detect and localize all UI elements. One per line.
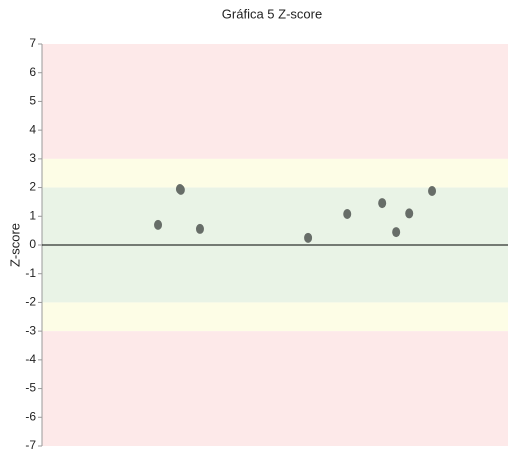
y-tick-label: 3 bbox=[29, 151, 36, 165]
y-tick-label: 5 bbox=[29, 94, 36, 108]
y-tick-label: 4 bbox=[29, 122, 36, 136]
y-tick-label: 7 bbox=[29, 36, 36, 50]
y-tick-label: -3 bbox=[25, 323, 36, 337]
chart-title: Gráfica 5 Z-score bbox=[222, 6, 322, 21]
point bbox=[176, 184, 185, 195]
band bbox=[42, 331, 508, 446]
y-tick-label: -4 bbox=[25, 352, 36, 366]
y-tick-label: -5 bbox=[25, 381, 36, 395]
y-tick-label: 1 bbox=[29, 208, 36, 222]
point bbox=[405, 208, 414, 219]
y-tick-label: -2 bbox=[25, 295, 36, 309]
y-tick-label: -7 bbox=[25, 438, 36, 449]
point bbox=[392, 227, 401, 238]
point bbox=[378, 198, 387, 209]
y-tick-label: 2 bbox=[29, 180, 36, 194]
point bbox=[428, 186, 437, 197]
point bbox=[304, 232, 313, 243]
y-tick-label: -1 bbox=[25, 266, 36, 280]
band bbox=[42, 302, 508, 332]
band bbox=[42, 44, 508, 159]
y-axis-label: Z-score bbox=[7, 223, 22, 267]
y-tick-label: -6 bbox=[25, 409, 36, 423]
band bbox=[42, 158, 508, 188]
point bbox=[195, 223, 204, 234]
point bbox=[154, 219, 163, 230]
y-tick-label: 6 bbox=[29, 65, 36, 79]
point bbox=[343, 208, 352, 219]
y-tick-label: 0 bbox=[29, 237, 36, 251]
